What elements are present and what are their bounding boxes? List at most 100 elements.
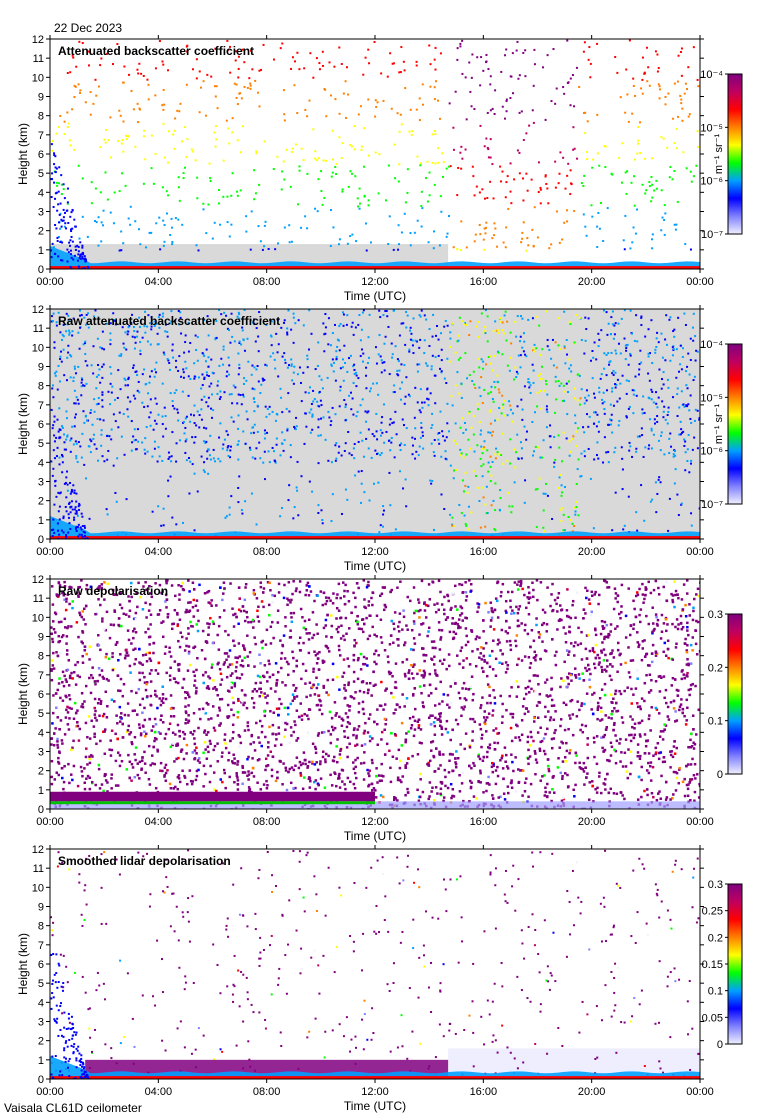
y-tick-label: 0	[38, 264, 44, 276]
panel-title: Smoothed lidar depolarisation	[58, 854, 231, 868]
x-tick-label: 16:00	[470, 1086, 498, 1098]
y-tick-label: 5	[38, 438, 44, 450]
colorbar	[727, 73, 743, 235]
colorbar-tick-label: 10⁻⁶	[700, 176, 723, 188]
y-tick-label: 4	[38, 727, 44, 739]
y-tick-label: 7	[38, 130, 44, 142]
x-tick-label: 00:00	[686, 1086, 714, 1098]
heatmap-field	[50, 309, 700, 539]
colorbar-tick-label: 0.1	[708, 716, 723, 728]
x-tick-label: 00:00	[686, 546, 714, 558]
colorbar-tick-label: 0.1	[708, 986, 723, 998]
y-axis-label: Height (km)	[16, 933, 30, 995]
y-tick-label: 2	[38, 226, 44, 238]
x-tick-label: 08:00	[253, 546, 281, 558]
x-tick-label: 20:00	[578, 1086, 606, 1098]
x-tick-label: 12:00	[361, 816, 389, 828]
y-tick-label: 5	[38, 168, 44, 180]
y-tick-label: 6	[38, 149, 44, 161]
colorbar-tick-label: 10⁻⁴	[700, 339, 723, 351]
y-tick-label: 1	[38, 245, 44, 257]
y-tick-label: 4	[38, 187, 44, 199]
x-tick-label: 00:00	[36, 816, 64, 828]
x-tick-label: 08:00	[253, 1086, 281, 1098]
x-tick-label: 04:00	[145, 276, 173, 288]
x-axis-label: Time (UTC)	[344, 1099, 406, 1113]
colorbar-label: m⁻¹ sr⁻¹	[713, 404, 725, 445]
y-tick-label: 4	[38, 997, 44, 1009]
instrument-label: Vaisala CL61D ceilometer	[4, 1101, 142, 1115]
y-tick-label: 2	[38, 496, 44, 508]
date-label: 22 Dec 2023	[54, 21, 123, 35]
colorbar-tick-label: 0.3	[708, 879, 723, 891]
y-tick-label: 9	[38, 902, 44, 914]
colorbar-tick-label: 10⁻⁷	[701, 229, 723, 241]
x-tick-label: 16:00	[470, 276, 498, 288]
y-tick-label: 4	[38, 457, 44, 469]
y-tick-label: 9	[38, 92, 44, 104]
y-tick-label: 1	[38, 785, 44, 797]
x-tick-label: 04:00	[145, 816, 173, 828]
colorbar-tick-label: 0.2	[708, 932, 723, 944]
panel-title: Attenuated backscatter coefficient	[58, 44, 254, 58]
colorbar-tick-label: 10⁻⁵	[700, 122, 723, 134]
x-tick-label: 08:00	[253, 816, 281, 828]
heatmap-field	[50, 849, 700, 1079]
colorbar-tick-label: 10⁻⁷	[701, 499, 723, 511]
colorbar	[727, 343, 743, 505]
y-tick-label: 3	[38, 477, 44, 489]
y-tick-label: 12	[32, 574, 44, 586]
x-tick-label: 16:00	[470, 816, 498, 828]
x-tick-label: 12:00	[361, 1086, 389, 1098]
colorbar-tick-label: 0	[717, 1039, 723, 1051]
y-tick-label: 3	[38, 1017, 44, 1029]
plot-frame	[49, 38, 701, 270]
heatmap-field	[50, 39, 700, 269]
y-tick-label: 0	[38, 1074, 44, 1086]
y-tick-label: 11	[33, 53, 44, 65]
colorbar	[727, 613, 743, 775]
x-tick-label: 00:00	[36, 1086, 64, 1098]
colorbar-tick-label: 0.05	[702, 1012, 723, 1024]
y-tick-label: 3	[38, 747, 44, 759]
colorbar-tick-label: 0.2	[708, 662, 723, 674]
x-tick-label: 20:00	[578, 546, 606, 558]
y-tick-label: 6	[38, 689, 44, 701]
colorbar-tick-label: 0	[717, 769, 723, 781]
x-tick-label: 00:00	[36, 276, 64, 288]
x-axis-label: Time (UTC)	[344, 559, 406, 573]
y-tick-label: 12	[32, 34, 44, 46]
y-tick-label: 8	[38, 651, 44, 663]
colorbar-label: m⁻¹ sr⁻¹	[713, 134, 725, 175]
x-tick-label: 04:00	[145, 1086, 173, 1098]
y-tick-label: 10	[32, 882, 44, 894]
colorbar-tick-label: 0.15	[702, 959, 723, 971]
panel-2: Raw attenuated backscatter coefficient 0 1…	[16, 304, 743, 573]
y-tick-label: 11	[33, 323, 44, 335]
x-axis-label: Time (UTC)	[344, 829, 406, 843]
colorbar	[727, 883, 743, 1045]
colorbar-tick-label: 10⁻⁶	[700, 446, 723, 458]
y-axis-label: Height (km)	[16, 123, 30, 185]
y-tick-label: 9	[38, 362, 44, 374]
x-tick-label: 12:00	[361, 546, 389, 558]
y-tick-label: 1	[38, 1055, 44, 1067]
y-tick-label: 8	[38, 921, 44, 933]
y-tick-label: 2	[38, 1036, 44, 1048]
panel-4: Smoothed lidar depolarisation01234567891…	[16, 844, 743, 1113]
y-tick-label: 8	[38, 381, 44, 393]
y-tick-label: 6	[38, 959, 44, 971]
panel-title: Raw depolarisation	[58, 584, 168, 598]
y-tick-label: 0	[38, 804, 44, 816]
x-tick-label: 00:00	[686, 276, 714, 288]
y-tick-label: 0	[38, 534, 44, 546]
y-tick-label: 10	[32, 72, 44, 84]
y-tick-label: 11	[33, 863, 44, 875]
x-tick-label: 20:00	[578, 816, 606, 828]
y-tick-label: 10	[32, 342, 44, 354]
x-tick-label: 16:00	[470, 546, 498, 558]
y-tick-label: 3	[38, 207, 44, 219]
heatmap-field	[50, 579, 700, 809]
